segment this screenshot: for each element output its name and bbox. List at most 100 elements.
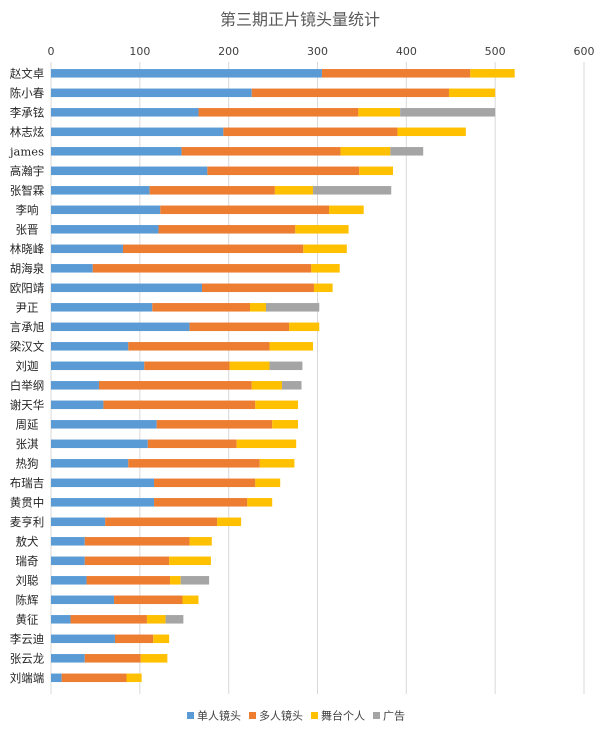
category-label-3: 林志炫 (10, 125, 45, 139)
bar-28-series-3 (165, 615, 184, 624)
bar-6-series-3 (313, 186, 392, 195)
bar-23-series-2 (217, 517, 242, 527)
bar-2-series-3 (400, 108, 496, 117)
bar-1-series-0 (51, 88, 252, 98)
bar-1-series-2 (448, 88, 496, 98)
bar-10-series-1 (92, 264, 312, 273)
bar-28-series-1 (70, 615, 147, 624)
category-label-31: 刘端端 (10, 671, 45, 685)
category-label-29: 李云迪 (10, 632, 45, 646)
bar-29-series-0 (51, 634, 115, 644)
bar-27-series-1 (114, 595, 183, 605)
bar-0-series-1 (321, 69, 471, 78)
bar-17-series-0 (51, 400, 104, 410)
bar-13-series-1 (189, 322, 290, 332)
bar-29-series-1 (114, 634, 154, 644)
bar-27-series-0 (51, 595, 115, 605)
legend-swatch-1 (249, 712, 256, 719)
bar-7-series-0 (51, 205, 161, 215)
bar-20-series-2 (259, 459, 295, 468)
bar-22-series-1 (154, 498, 248, 507)
bar-8-series-1 (158, 225, 296, 234)
category-label-12: 尹正 (16, 300, 39, 314)
bar-6-series-2 (274, 186, 314, 195)
bar-18-series-0 (51, 420, 157, 429)
category-label-25: 瑞奇 (16, 554, 39, 568)
bar-31-series-2 (126, 673, 142, 683)
bar-18-series-1 (156, 420, 273, 429)
bar-24-series-2 (189, 537, 212, 546)
category-label-13: 言承旭 (10, 320, 45, 334)
bar-13-series-2 (289, 322, 320, 332)
bar-4-series-2 (340, 147, 391, 156)
bar-4-series-3 (390, 147, 424, 156)
bar-23-series-1 (105, 517, 218, 527)
bar-3-series-0 (51, 127, 224, 137)
bar-5-series-2 (359, 166, 394, 176)
bar-15-series-1 (144, 361, 230, 371)
category-label-6: 张智霖 (10, 183, 45, 197)
bar-31-series-0 (51, 673, 62, 683)
bar-26-series-2 (170, 576, 181, 585)
bar-24-series-1 (84, 537, 190, 546)
bar-10-series-0 (51, 264, 93, 273)
category-label-1: 陈小春 (10, 86, 45, 100)
category-label-23: 麦亨利 (10, 515, 45, 529)
bar-14-series-0 (51, 342, 129, 351)
bar-17-series-1 (103, 400, 256, 410)
bar-1-series-1 (251, 88, 449, 98)
bar-2-series-2 (358, 108, 401, 117)
bar-0-series-2 (470, 69, 515, 78)
x-tick-label-400: 400 (396, 45, 417, 58)
legend-swatch-0 (187, 712, 194, 719)
bar-27-series-2 (182, 595, 199, 605)
bar-21-series-0 (51, 478, 155, 488)
legend-label-2: 舞台个人 (321, 709, 365, 723)
bar-3-series-2 (397, 127, 466, 137)
category-label-22: 黄贯中 (10, 495, 45, 509)
category-label-14: 梁汉文 (10, 339, 45, 353)
category-label-24: 敖犬 (16, 534, 39, 548)
bar-22-series-0 (51, 498, 155, 507)
bar-16-series-1 (98, 381, 252, 390)
x-tick-label-300: 300 (307, 45, 328, 58)
bar-21-series-2 (255, 478, 281, 488)
legend-label-3: 广告 (383, 710, 405, 723)
bar-28-series-0 (51, 615, 71, 624)
bar-15-series-2 (229, 361, 270, 371)
bar-5-series-0 (51, 166, 208, 176)
bar-9-series-0 (51, 244, 123, 254)
category-label-0: 赵文卓 (10, 66, 45, 80)
x-tick-label-100: 100 (129, 45, 150, 58)
category-label-28: 黄征 (16, 612, 39, 626)
category-label-30: 张云龙 (10, 651, 45, 665)
category-label-26: 刘聪 (16, 573, 39, 587)
bar-20-series-0 (51, 459, 129, 468)
x-tick-label-0: 0 (48, 45, 55, 58)
bar-26-series-1 (86, 576, 171, 585)
bar-31-series-1 (61, 673, 127, 683)
legend-swatch-2 (311, 712, 318, 719)
category-label-2: 李承铉 (10, 105, 45, 119)
bar-5-series-1 (207, 166, 360, 176)
category-label-20: 热狗 (16, 456, 39, 470)
legend-swatch-3 (373, 712, 380, 719)
bar-2-series-0 (51, 108, 199, 117)
bar-21-series-1 (154, 478, 256, 488)
bar-7-series-2 (329, 205, 364, 215)
category-label-7: 李响 (16, 203, 39, 217)
category-label-11: 欧阳靖 (10, 281, 45, 295)
legend-label-1: 多人镜头 (259, 709, 303, 723)
category-label-16: 白举纲 (10, 378, 45, 392)
category-label-19: 张淇 (16, 437, 39, 451)
category-label-5: 高瀚宇 (10, 164, 45, 178)
bar-4-series-0 (51, 147, 182, 156)
bar-16-series-0 (51, 381, 99, 390)
bar-26-series-3 (180, 576, 210, 585)
category-label-9: 林晓峰 (10, 242, 45, 256)
bar-9-series-1 (122, 244, 304, 254)
bar-20-series-1 (128, 459, 260, 468)
bars (51, 69, 515, 683)
legend-label-0: 单人镜头 (197, 709, 241, 723)
